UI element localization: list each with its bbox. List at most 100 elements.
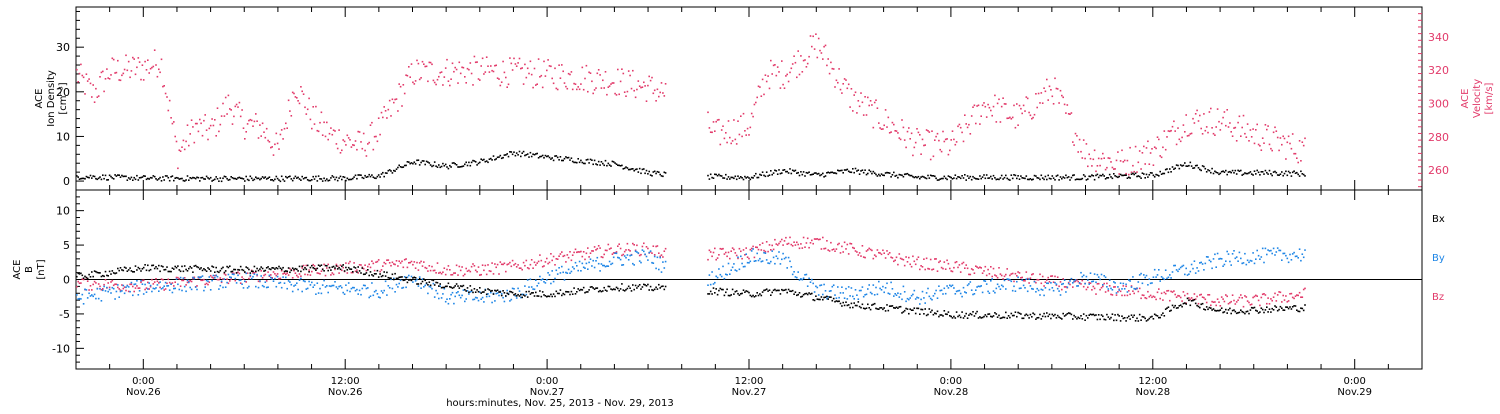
by-point [879,287,881,290]
bx-point [1167,306,1170,308]
by-point [573,267,575,270]
bx-point [1196,304,1198,307]
velocity-point [479,79,481,81]
velocity-point [375,135,377,138]
bz-point [745,247,747,249]
by-point [432,282,435,285]
density-point [1032,178,1034,181]
bz-point [472,263,474,265]
bz-point [1164,292,1167,295]
velocity-point [469,62,472,64]
bz-point [593,246,596,248]
bz-point [871,249,873,252]
density-point [1231,169,1234,172]
bx-point [484,289,487,291]
by-point [102,289,104,292]
density-point [734,175,737,178]
density-point [910,174,913,177]
bz-point [197,277,200,279]
density-point [1080,178,1082,181]
velocity-point [749,126,752,129]
bx-point [1078,317,1081,320]
density-point [1013,174,1015,176]
bx-point [346,269,349,271]
by-point [591,265,593,267]
velocity-point [346,134,349,137]
bz-point [487,264,489,266]
density-point [817,172,820,175]
bz-point [86,280,89,282]
bz-point [1261,293,1264,296]
density-point [1297,173,1299,176]
bz-point [111,279,114,282]
density-point [304,177,306,179]
bx-point [785,288,787,291]
bz-point [1137,290,1140,293]
bx-point [171,267,174,269]
bx-point [1018,312,1021,315]
density-point [1000,174,1003,177]
bz-point [947,262,950,265]
bx-point [234,268,237,271]
bz-point [431,265,433,268]
bx-point [406,281,409,284]
bx-point [742,289,745,291]
velocity-point [649,79,652,82]
velocity-point [227,94,230,97]
velocity-point [955,141,958,143]
bz-point [1267,297,1269,299]
velocity-point [287,99,290,102]
by-point [158,290,160,292]
by-point [192,276,194,279]
velocity-point [252,125,254,127]
by-point [1196,267,1198,269]
velocity-point [137,57,140,59]
bz-point [401,260,403,263]
velocity-point [1291,133,1294,135]
bx-point [1044,315,1047,318]
by-point [1263,261,1265,264]
velocity-point [408,66,410,68]
density-point [1011,177,1014,180]
bx-point [817,298,820,301]
bx-point [546,295,548,298]
bz-point [949,267,951,270]
velocity-point [84,93,86,95]
bx-point [916,307,918,310]
velocity-point [595,87,597,89]
by-point [364,284,366,287]
bz-point [775,243,778,245]
bz-point [939,260,941,262]
by-point [515,297,518,299]
velocity-point [104,78,107,80]
bz-point [655,245,657,248]
velocity-point [979,123,981,125]
velocity-point [645,100,648,102]
bx-point [305,268,308,271]
velocity-point [950,139,952,141]
density-point [1237,169,1239,172]
by-point [477,299,480,302]
bz-point [461,266,463,268]
velocity-point [644,85,646,87]
bz-point [89,285,92,287]
by-point [539,275,541,278]
by-point [811,278,813,281]
bz-point [552,255,555,258]
by-point [977,285,980,288]
by-point [222,286,224,289]
bz-point [820,248,823,250]
bz-point [656,245,659,247]
density-point [1036,177,1038,179]
bz-point [427,270,429,272]
bz-point [1061,288,1063,291]
by-point [140,279,142,282]
by-point [458,294,461,297]
density-point [641,168,644,171]
bz-point [995,275,998,277]
bx-point [1104,318,1107,321]
density-point [554,155,556,157]
bz-point [573,251,575,254]
density-point [1291,171,1294,174]
density-point [345,179,347,182]
